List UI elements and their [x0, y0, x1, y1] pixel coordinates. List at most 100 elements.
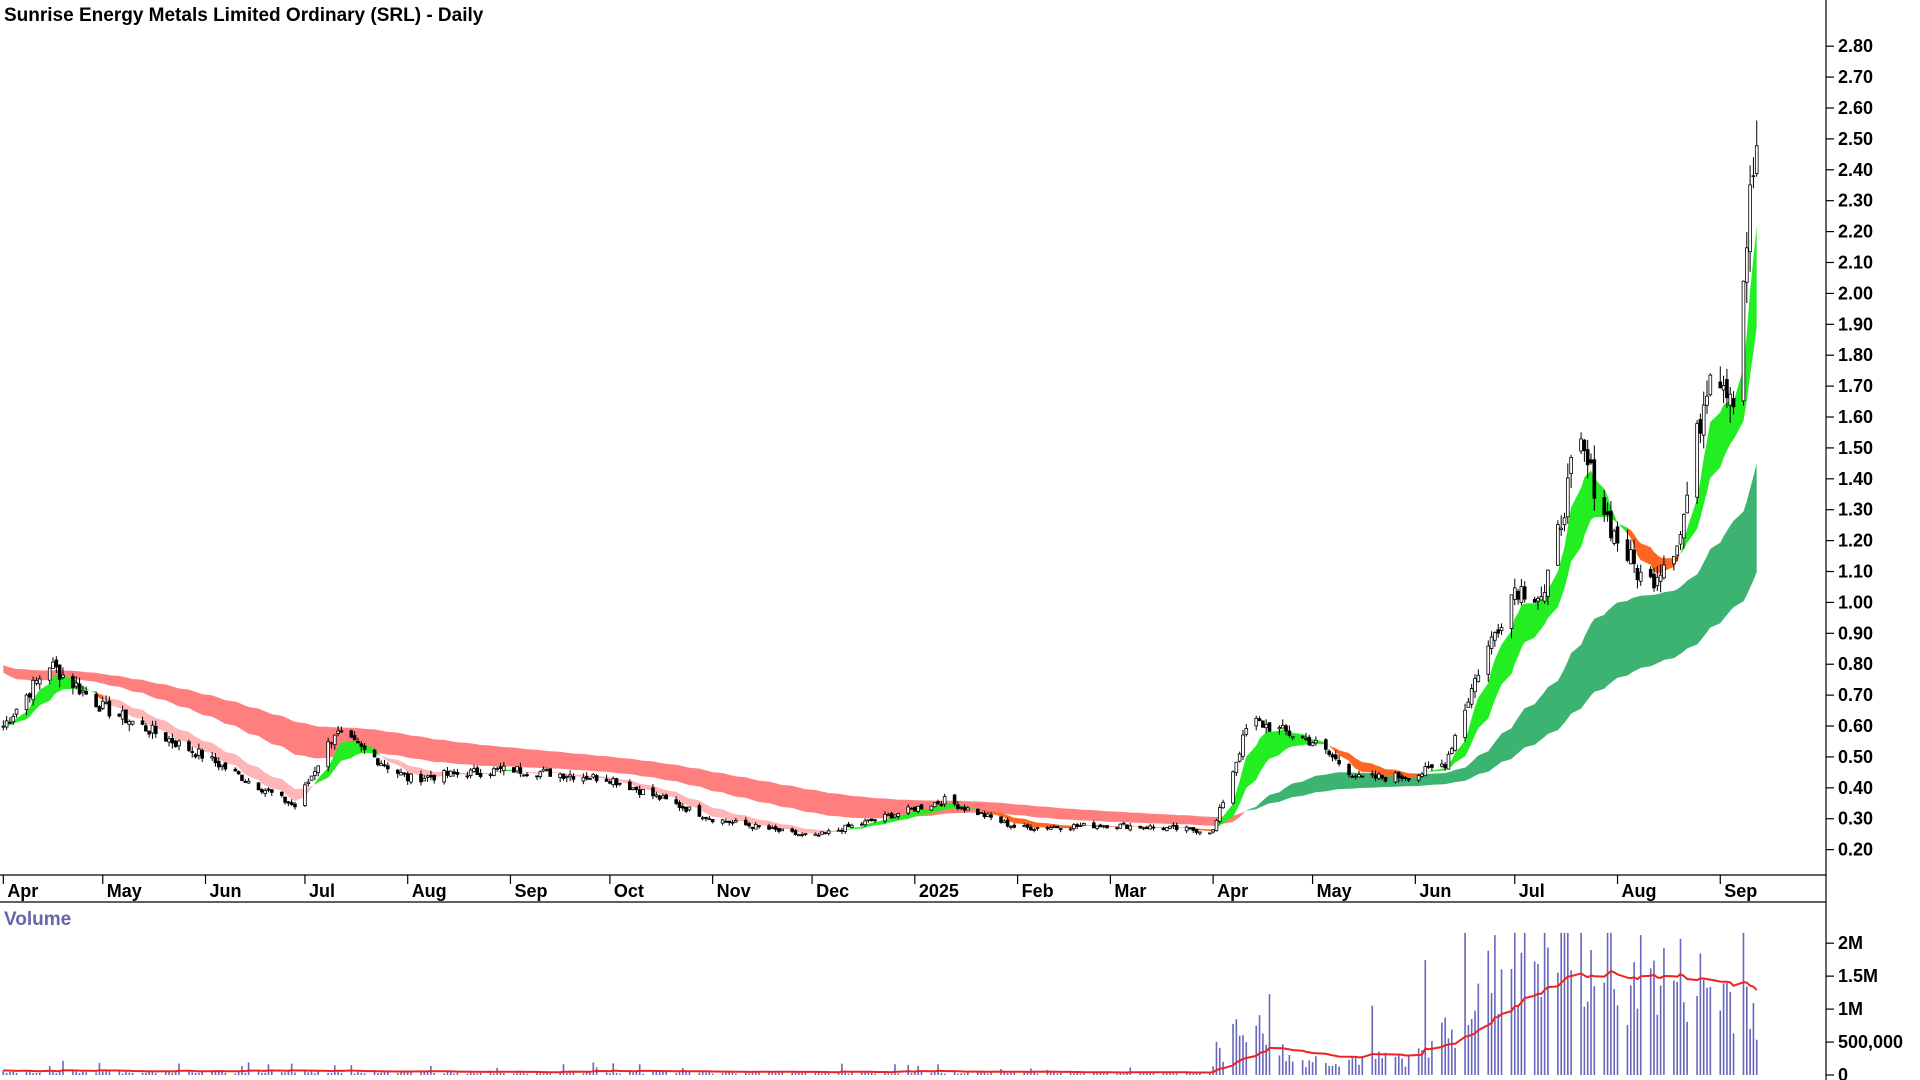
candle-body: [243, 780, 248, 783]
candle-body: [1254, 717, 1259, 727]
candle-body: [117, 713, 122, 717]
candle: [1237, 751, 1242, 763]
candle-body: [1532, 598, 1537, 603]
candle-body: [190, 751, 195, 753]
candle: [790, 827, 794, 834]
candle-body: [571, 776, 576, 780]
candle: [979, 812, 983, 814]
candle-body: [568, 774, 572, 778]
candle: [1473, 674, 1477, 698]
candle: [1751, 157, 1756, 189]
candle: [1234, 761, 1239, 776]
candle: [558, 772, 562, 783]
candle: [767, 823, 771, 831]
candle: [750, 826, 755, 832]
candle: [1423, 762, 1428, 777]
candle-body: [942, 796, 947, 805]
candle-body: [681, 806, 685, 809]
candle-body: [1234, 761, 1239, 774]
candle-body: [286, 801, 291, 804]
candle: [303, 781, 307, 808]
candle: [409, 773, 413, 785]
candle: [813, 832, 818, 836]
candle: [1745, 232, 1749, 304]
candle: [545, 767, 549, 772]
x-tick-label: Sep: [514, 881, 547, 901]
candle: [1254, 715, 1259, 731]
candle: [657, 794, 662, 801]
candle: [1075, 822, 1080, 830]
candle: [372, 748, 377, 758]
candle: [571, 773, 576, 783]
short-ma-band-segment: [977, 809, 1124, 829]
candle-body: [1542, 592, 1547, 602]
candle-body: [452, 771, 456, 774]
y-tick-label: 0.60: [1838, 716, 1873, 736]
candle-body: [303, 784, 307, 806]
candle-body: [1221, 802, 1225, 809]
candle: [664, 793, 669, 800]
candle-body: [850, 824, 854, 828]
candle: [422, 775, 427, 782]
candle-body: [1012, 824, 1017, 828]
candle: [985, 812, 990, 818]
candle-body: [395, 769, 400, 774]
candle-body: [336, 730, 340, 734]
candle-body: [1075, 824, 1080, 827]
candle: [1718, 366, 1723, 389]
candle: [727, 820, 732, 826]
candle: [873, 818, 877, 823]
candle: [14, 708, 19, 718]
candle: [929, 805, 934, 811]
long-term-ma-band: [3, 463, 1757, 826]
candle-body: [545, 768, 549, 771]
candle-body: [1393, 772, 1398, 783]
candle: [1280, 719, 1285, 729]
candle: [1499, 623, 1504, 636]
candle-body: [1277, 727, 1282, 730]
candle: [163, 732, 168, 742]
candle: [4, 715, 9, 730]
candle-body: [753, 824, 758, 830]
candle-body: [1267, 722, 1272, 732]
candle: [1082, 822, 1086, 826]
candle-body: [989, 814, 993, 818]
candle-body: [889, 813, 894, 819]
candle-body: [1754, 145, 1759, 174]
candle-body: [246, 780, 251, 784]
candle: [1440, 759, 1444, 768]
candle: [1231, 770, 1235, 805]
candle: [773, 824, 778, 833]
long-ma-band-segment: [3, 665, 1247, 826]
candle-body: [402, 772, 407, 775]
candle: [1347, 762, 1351, 778]
candle-body: [8, 721, 12, 724]
candle-body: [780, 828, 785, 832]
candle: [1022, 823, 1027, 828]
candle-body: [1426, 765, 1431, 768]
candle-body: [1300, 736, 1305, 739]
y-tick-label: 0.50: [1838, 747, 1873, 767]
candle: [1009, 825, 1013, 830]
candle: [283, 796, 287, 805]
candle-body: [535, 775, 539, 778]
candle: [982, 810, 987, 819]
candle: [1662, 555, 1666, 580]
candle-body: [495, 768, 499, 770]
x-tick-label: Jun: [1419, 881, 1451, 901]
candle-body: [1058, 828, 1063, 831]
candle-body: [1675, 545, 1679, 556]
candle: [724, 818, 728, 823]
y-tick-label: 0.30: [1838, 809, 1873, 829]
candle: [747, 821, 751, 829]
candle: [1191, 827, 1196, 834]
candle-body: [1377, 773, 1381, 779]
candle-body: [140, 720, 145, 725]
candle-body: [120, 710, 125, 720]
candle: [495, 766, 499, 772]
candle-body: [97, 706, 102, 712]
candle-body: [1443, 764, 1447, 769]
candle: [1211, 829, 1215, 834]
y-tick-label: 2.70: [1838, 67, 1873, 87]
candle-body: [979, 812, 983, 814]
